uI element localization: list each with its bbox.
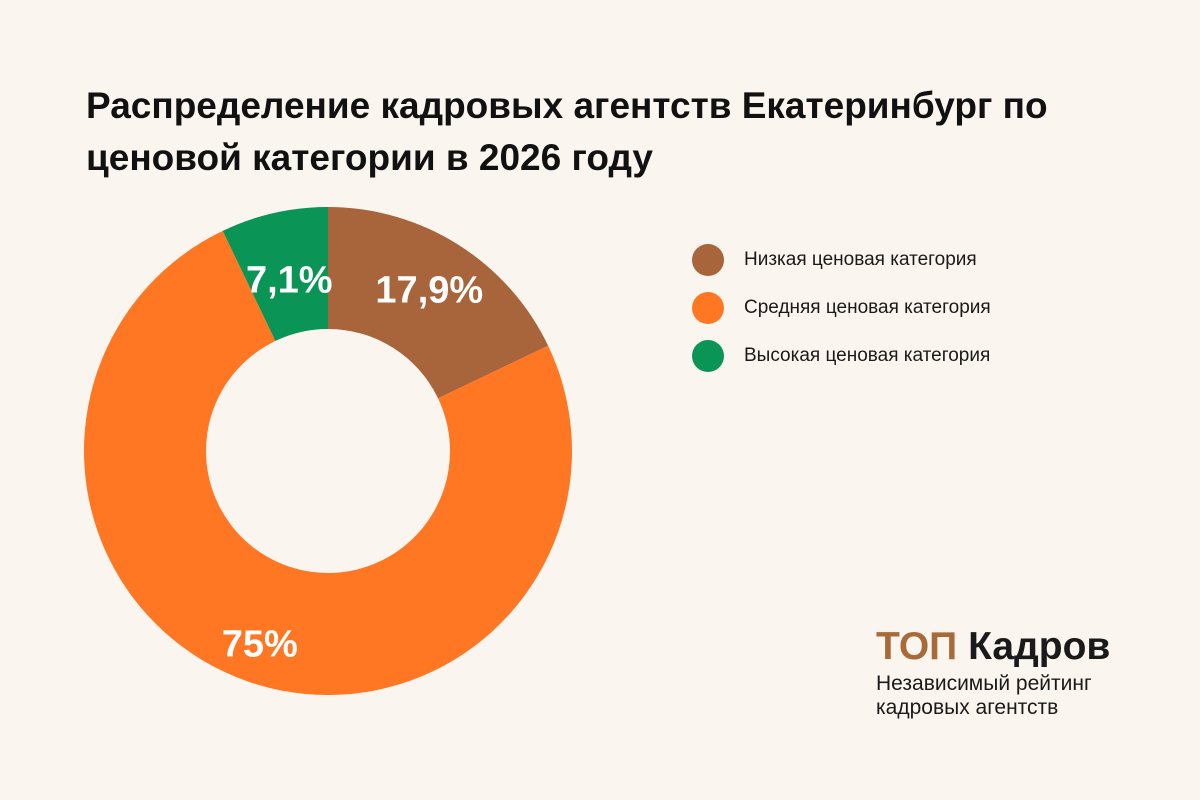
donut-slice-medium	[83, 230, 572, 696]
legend-item-medium: Средняя ценовая категория	[692, 292, 991, 324]
chart-title: Распределение кадровых агентств Екатерин…	[86, 85, 1048, 178]
brand-tagline-line1: Независимый рейтинг	[876, 672, 1092, 695]
brand-logo: ТОП Кадров Независимый рейтинг кадровых …	[876, 624, 1110, 720]
donut-slice-high	[222, 207, 328, 341]
donut-slice-labels: 17,9% 75% 7,1%	[222, 259, 483, 665]
brand-tagline-line2: кадровых агентств	[876, 696, 1059, 719]
legend-label-low: Низкая ценовая категория	[744, 249, 977, 270]
legend-label-medium: Средняя ценовая категория	[744, 297, 991, 318]
brand-name-top: ТОП	[876, 625, 958, 668]
slice-label-low: 17,9%	[375, 269, 483, 311]
legend-swatch-low	[692, 244, 724, 276]
legend-swatch-medium	[692, 292, 724, 324]
donut-slice-low	[328, 207, 549, 399]
brand-name-kadrov: Кадров	[968, 625, 1111, 668]
brand-tagline: Независимый рейтинг кадровых агентств	[876, 672, 1110, 720]
legend-item-low: Низкая ценовая категория	[692, 244, 991, 276]
slice-label-high: 7,1%	[246, 259, 333, 301]
donut-chart: 17,9% 75% 7,1%	[83, 207, 572, 696]
legend-label-high: Высокая ценовая категория	[744, 345, 991, 366]
donut-slices	[83, 207, 572, 696]
legend-item-high: Высокая ценовая категория	[692, 340, 991, 372]
brand-name: ТОП Кадров	[876, 624, 1110, 670]
legend-swatch-high	[692, 340, 724, 372]
slice-label-medium: 75%	[222, 623, 298, 665]
chart-legend: Низкая ценовая категория Средняя ценовая…	[692, 244, 991, 388]
